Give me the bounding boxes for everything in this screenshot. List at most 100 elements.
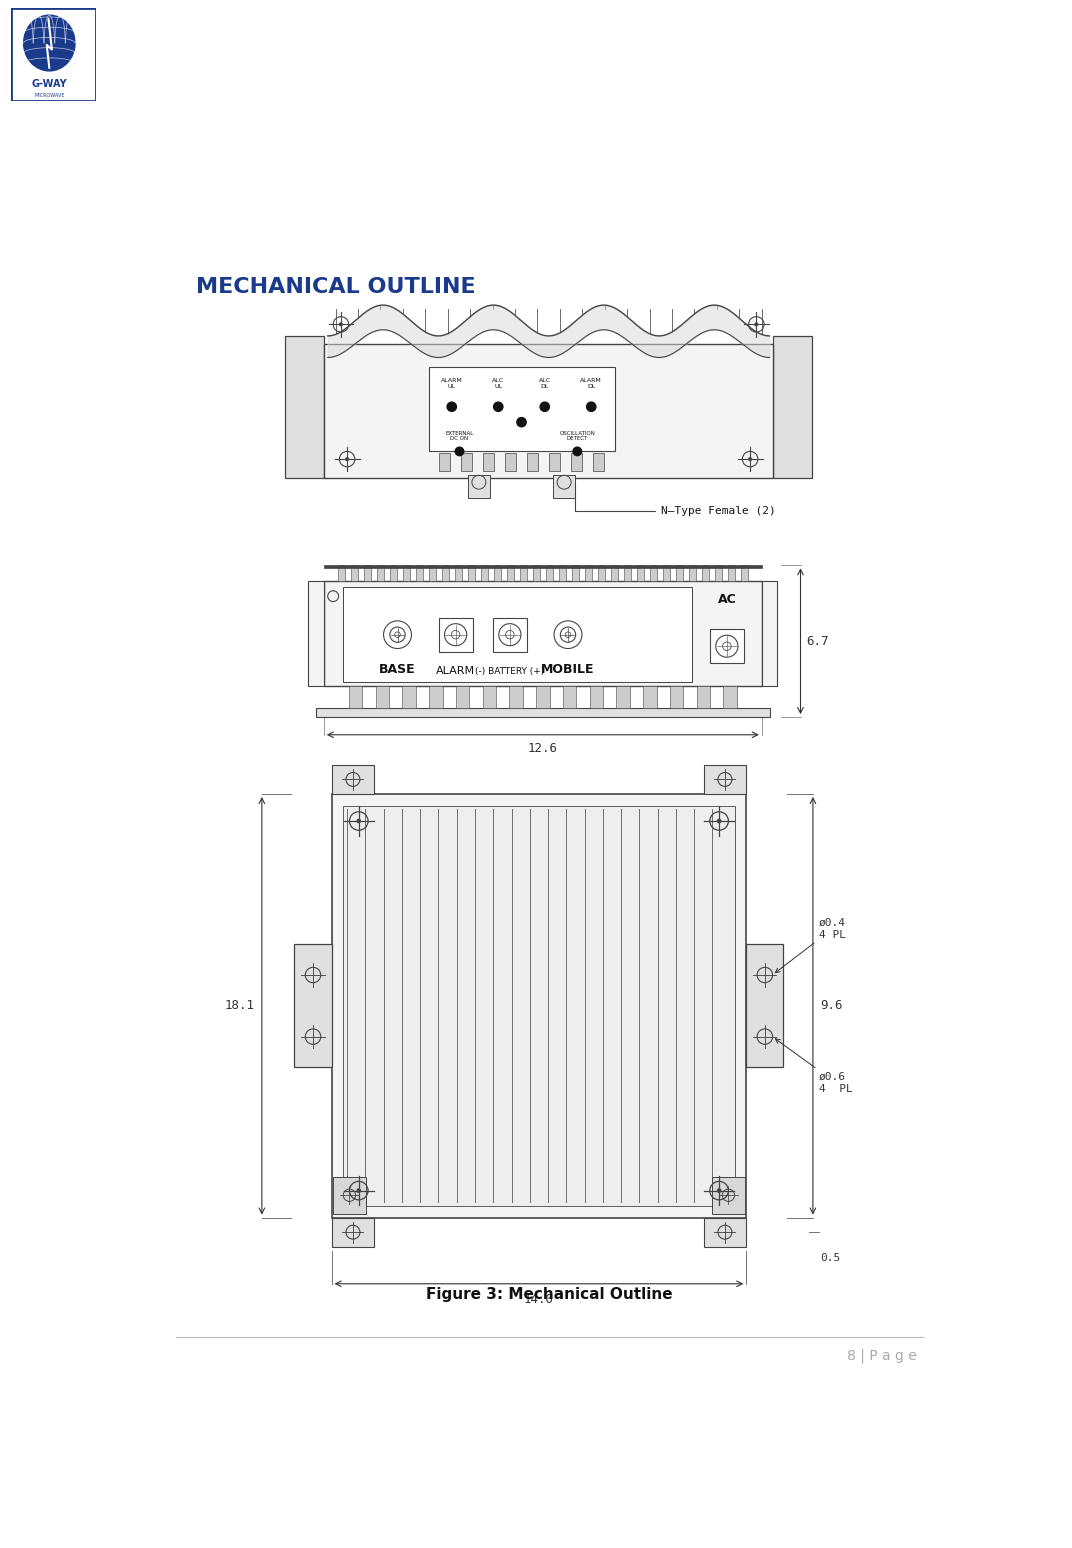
Text: AC: AC [717,593,736,607]
Bar [456,686,470,707]
Bar [520,565,526,580]
Bar [390,565,397,580]
Text: N–Type Female (2): N–Type Female (2) [575,483,776,517]
Bar [598,565,605,580]
Bar [324,580,762,686]
Bar [509,686,523,707]
Bar [549,454,560,471]
Text: ø0.4
4 PL: ø0.4 4 PL [775,918,846,972]
Bar [676,565,683,580]
Bar [710,630,744,663]
Bar [570,454,582,471]
Bar [662,565,670,580]
Text: ALC
UL: ALC UL [492,378,504,389]
Bar [331,794,746,1218]
Bar [703,765,746,794]
Bar [309,580,324,686]
Bar [429,686,443,707]
Bar [702,565,709,580]
Bar [316,707,770,717]
Circle shape [574,447,582,455]
Bar [343,805,734,1206]
Bar [295,944,331,1068]
Bar [703,1218,746,1246]
Bar [715,565,721,580]
Bar [331,765,374,794]
Circle shape [755,324,758,325]
Bar [643,686,656,707]
Bar [689,565,696,580]
Bar [429,367,614,452]
Bar [546,565,552,580]
Circle shape [24,15,75,71]
Bar [324,565,762,568]
Bar [746,944,784,1068]
Bar [429,565,435,580]
Circle shape [357,1189,360,1192]
Bar [324,344,773,478]
Bar [762,580,777,686]
Bar [536,686,550,707]
Bar [563,686,577,707]
Bar [468,475,490,497]
Bar [338,565,344,580]
Text: (-) BATTERY (+): (-) BATTERY (+) [475,667,545,676]
Bar [343,587,693,683]
Circle shape [493,402,503,412]
Bar [624,565,630,580]
Bar [773,336,813,478]
Bar [724,686,736,707]
Bar [352,565,358,580]
Bar [348,686,362,707]
Bar [331,1218,374,1246]
Bar [333,1176,366,1214]
Text: 8 | P a g e: 8 | P a g e [847,1348,917,1364]
Circle shape [357,819,360,822]
Text: 0.5: 0.5 [821,1252,840,1263]
Text: 18.1: 18.1 [224,1000,254,1012]
Circle shape [456,447,464,455]
Text: MICROWAVE: MICROWAVE [34,93,64,98]
Bar [494,565,501,580]
Bar [741,565,747,580]
Bar [611,565,617,580]
Circle shape [717,819,720,822]
Bar [505,454,516,471]
Bar [493,618,527,652]
Circle shape [717,1189,720,1192]
Bar [442,565,448,580]
Bar [712,1176,745,1214]
Bar [572,565,579,580]
Bar [482,686,496,707]
Bar [483,454,494,471]
Text: Figure 3: Mechanical Outline: Figure 3: Mechanical Outline [426,1286,673,1302]
Bar [416,565,422,580]
Bar [593,454,604,471]
Bar [438,618,473,652]
Text: BASE: BASE [379,663,416,676]
Circle shape [346,458,348,460]
Bar [560,565,566,580]
Text: EXTERNAL
DC ON: EXTERNAL DC ON [445,430,474,441]
Bar [507,565,513,580]
Bar [616,686,629,707]
Text: 14.0: 14.0 [524,1293,554,1307]
Text: 9.6: 9.6 [821,1000,844,1012]
Circle shape [340,324,342,325]
Bar [375,686,389,707]
Text: ø0.6
4  PL: ø0.6 4 PL [775,1039,853,1093]
Circle shape [447,402,457,412]
Bar [697,686,710,707]
Bar [402,686,416,707]
Text: ALARM
UL: ALARM UL [441,378,463,389]
Bar [585,565,592,580]
Circle shape [748,458,751,460]
Circle shape [540,402,550,412]
Text: 6.7: 6.7 [807,635,830,647]
Bar [481,565,488,580]
Bar [377,565,384,580]
Text: 12.6: 12.6 [527,743,557,755]
Text: ALARM
DL: ALARM DL [580,378,602,389]
Bar [364,565,371,580]
Bar [637,565,643,580]
